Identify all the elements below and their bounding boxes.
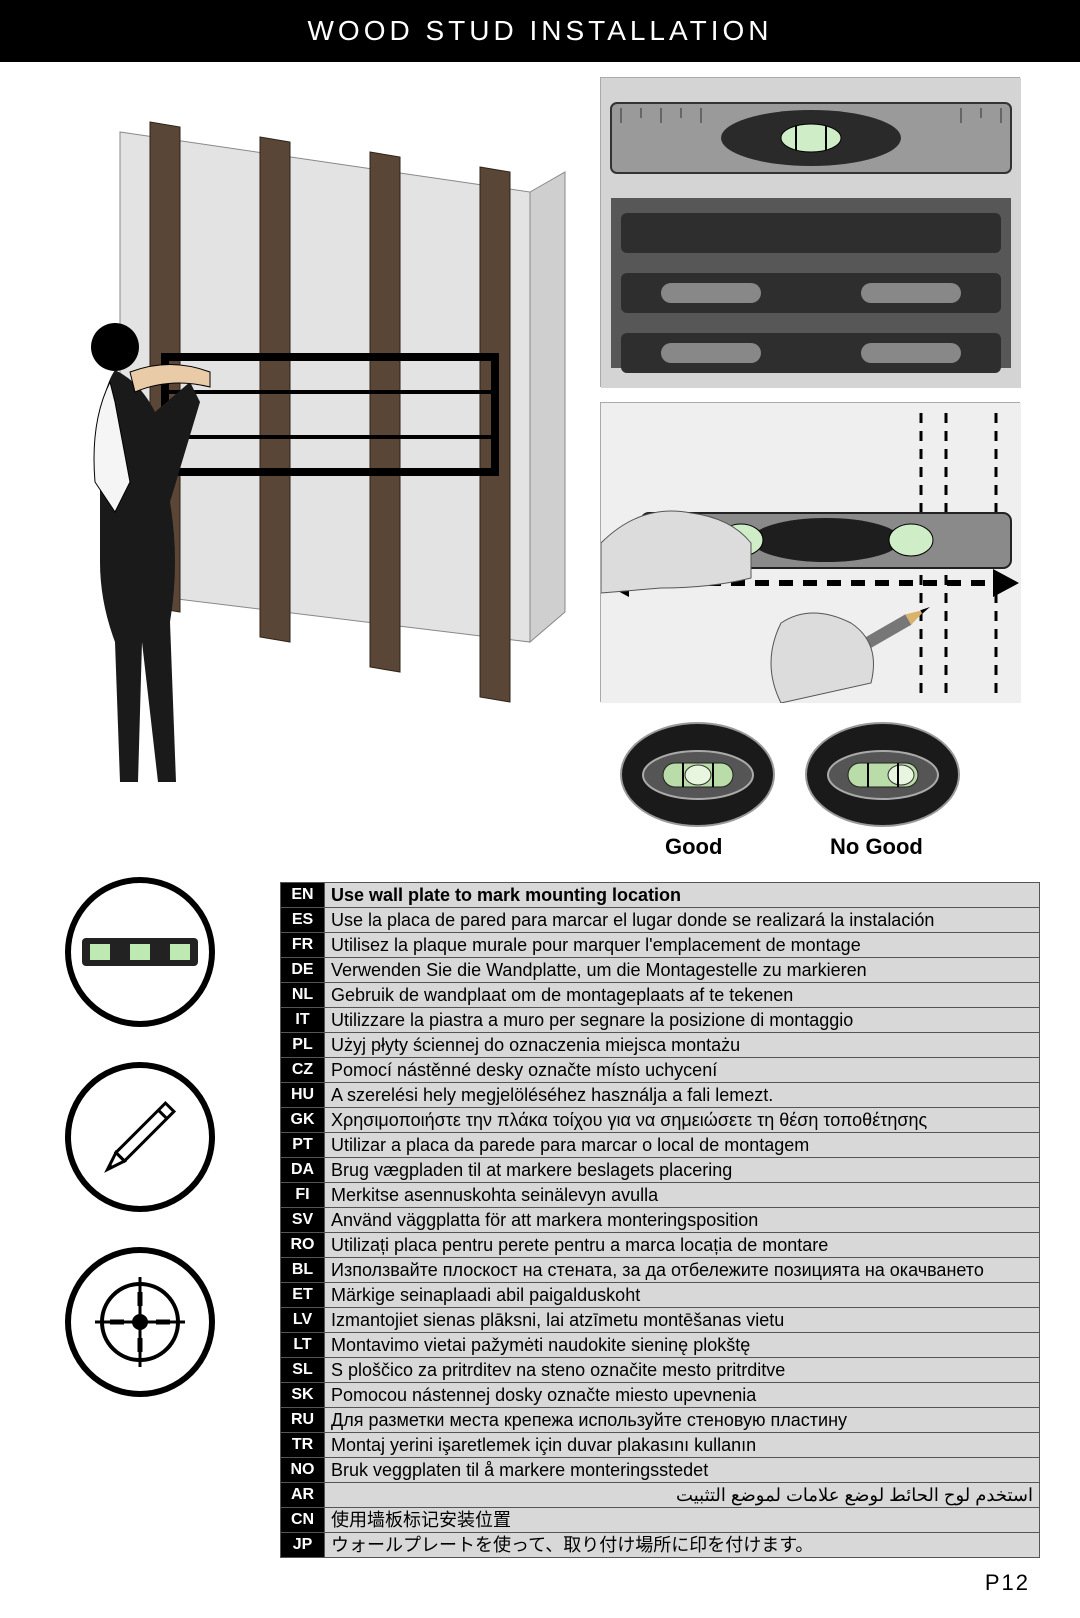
lang-code: LV [281,1308,325,1333]
lang-text: 使用墙板标记安装位置 [325,1508,1040,1533]
level-icon [65,877,215,1027]
lang-code: DA [281,1158,325,1183]
lang-code: RU [281,1408,325,1433]
lang-text: استخدم لوح الحائط لوضع علامات لموضع التث… [325,1483,1040,1508]
figure-hand-marking [600,402,1020,702]
lang-code: LT [281,1333,325,1358]
lang-text: Gebruik de wandplaat om de montageplaats… [325,983,1040,1008]
lang-text: Utilizzare la piastra a muro per segnare… [325,1008,1040,1033]
lang-text: Använd väggplatta för att markera monter… [325,1208,1040,1233]
lang-code: CN [281,1508,325,1533]
table-row: NOBruk veggplaten til å markere monterin… [281,1458,1040,1483]
table-row: LVIzmantojiet sienas plāksni, lai atzīme… [281,1308,1040,1333]
table-row: NLGebruik de wandplaat om de montageplaa… [281,983,1040,1008]
translation-table: ENUse wall plate to mark mounting locati… [280,882,1040,1558]
lang-text: Для разметки места крепежа используйте с… [325,1408,1040,1433]
lang-text: Brug vægpladen til at markere beslagets … [325,1158,1040,1183]
table-row: LTMontavimo vietai pažymėti naudokite si… [281,1333,1040,1358]
lang-code: NO [281,1458,325,1483]
table-row: SLS ploščico za pritrditev na steno ozna… [281,1358,1040,1383]
lang-code: GK [281,1108,325,1133]
lang-code: EN [281,883,325,908]
table-row: PTUtilizar a placa da parede para marcar… [281,1133,1040,1158]
table-row: PLUżyj płyty ściennej do oznaczenia miej… [281,1033,1040,1058]
lang-text: A szerelési hely megjelöléséhez használj… [325,1083,1040,1108]
lang-code: BL [281,1258,325,1283]
lang-text: ウォールプレートを使って、取り付け場所に印を付けます。 [325,1533,1040,1558]
lang-text: Use la placa de pared para marcar el lug… [325,908,1040,933]
crosshair-icon [65,1247,215,1397]
table-row: DABrug vægpladen til at markere beslaget… [281,1158,1040,1183]
figure-level-on-bracket [600,77,1020,387]
lang-code: CZ [281,1058,325,1083]
page-title: WOOD STUD INSTALLATION [0,0,1080,62]
lang-text: Użyj płyty ściennej do oznaczenia miejsc… [325,1033,1040,1058]
main-illustration [60,102,570,802]
no-good-label: No Good [830,834,923,860]
lang-text: Χρησιμοποιήστε την πλάκα τοίχου για να σ… [325,1108,1040,1133]
bubble-no-good [805,722,960,827]
lang-code: TR [281,1433,325,1458]
lang-code: DE [281,958,325,983]
lang-text: Utilisez la plaque murale pour marquer l… [325,933,1040,958]
table-row: ETMärkige seinaplaadi abil paigalduskoht [281,1283,1040,1308]
pencil-icon [65,1062,215,1212]
table-row: ROUtilizați placa pentru perete pentru a… [281,1233,1040,1258]
lang-code: ES [281,908,325,933]
table-row: HUA szerelési hely megjelöléséhez haszná… [281,1083,1040,1108]
table-row: GKΧρησιμοποιήστε την πλάκα τοίχου για να… [281,1108,1040,1133]
table-row: DEVerwenden Sie die Wandplatte, um die M… [281,958,1040,983]
lang-code: HU [281,1083,325,1108]
lang-code: RO [281,1233,325,1258]
lang-code: JP [281,1533,325,1558]
table-row: CZPomocí nástěnné desky označte místo uc… [281,1058,1040,1083]
lang-text: Pomocou nástennej dosky označte miesto u… [325,1383,1040,1408]
table-row: BLИзползвайте плоскост на стената, за да… [281,1258,1040,1283]
lang-code: SV [281,1208,325,1233]
lang-code: FI [281,1183,325,1208]
table-row: SKPomocou nástennej dosky označte miesto… [281,1383,1040,1408]
table-row: FRUtilisez la plaque murale pour marquer… [281,933,1040,958]
good-label: Good [665,834,722,860]
lang-text: S ploščico za pritrditev na steno označi… [325,1358,1040,1383]
table-row: ITUtilizzare la piastra a muro per segna… [281,1008,1040,1033]
lang-text: Montavimo vietai pažymėti naudokite sien… [325,1333,1040,1358]
lang-code: IT [281,1008,325,1033]
lang-text: Verwenden Sie die Wandplatte, um die Mon… [325,958,1040,983]
table-row: RUДля разметки места крепежа используйте… [281,1408,1040,1433]
table-row: ARاستخدم لوح الحائط لوضع علامات لموضع ال… [281,1483,1040,1508]
lang-text: Pomocí nástěnné desky označte místo uchy… [325,1058,1040,1083]
table-row: TRMontaj yerini işaretlemek için duvar p… [281,1433,1040,1458]
page-content: Good No Good [0,62,1080,1618]
lang-code: PT [281,1133,325,1158]
bubble-good [620,722,775,827]
lang-text: Märkige seinaplaadi abil paigalduskoht [325,1283,1040,1308]
lang-text: Bruk veggplaten til å markere monterings… [325,1458,1040,1483]
lang-code: AR [281,1483,325,1508]
table-row: JPウォールプレートを使って、取り付け場所に印を付けます。 [281,1533,1040,1558]
lang-text: Utilizați placa pentru perete pentru a m… [325,1233,1040,1258]
table-row: ESUse la placa de pared para marcar el l… [281,908,1040,933]
lang-code: SL [281,1358,325,1383]
lang-text: Utilizar a placa da parede para marcar o… [325,1133,1040,1158]
table-row: ENUse wall plate to mark mounting locati… [281,883,1040,908]
lang-code: NL [281,983,325,1008]
page-number: P12 [985,1570,1030,1596]
table-row: CN使用墙板标记安装位置 [281,1508,1040,1533]
lang-text: Използвайте плоскост на стената, за да о… [325,1258,1040,1283]
lang-text: Merkitse asennuskohta seinälevyn avulla [325,1183,1040,1208]
lang-text: Izmantojiet sienas plāksni, lai atzīmetu… [325,1308,1040,1333]
table-row: SVAnvänd väggplatta för att markera mont… [281,1208,1040,1233]
lang-code: PL [281,1033,325,1058]
lang-code: FR [281,933,325,958]
lang-text: Montaj yerini işaretlemek için duvar pla… [325,1433,1040,1458]
lang-code: SK [281,1383,325,1408]
table-row: FIMerkitse asennuskohta seinälevyn avull… [281,1183,1040,1208]
lang-code: ET [281,1283,325,1308]
lang-text: Use wall plate to mark mounting location [325,883,1040,908]
